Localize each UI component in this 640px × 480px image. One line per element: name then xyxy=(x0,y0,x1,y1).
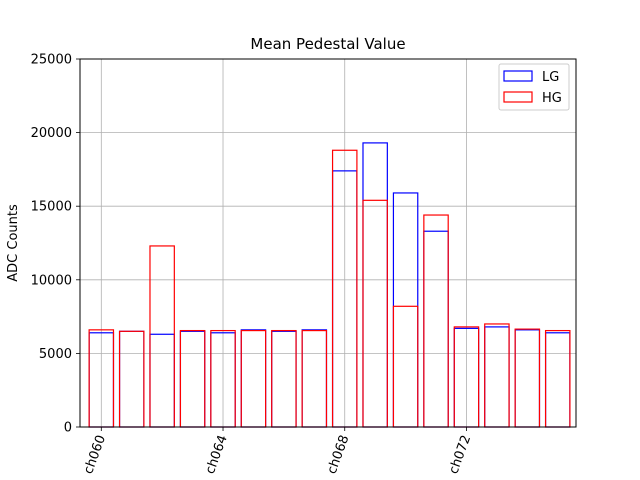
legend-swatch-hg xyxy=(503,91,533,103)
bar-lg-ch066 xyxy=(271,330,297,428)
bar-hg-ch075 xyxy=(544,329,571,428)
bar-lg-ch071 xyxy=(423,230,449,428)
bar-lg-ch063 xyxy=(179,330,206,428)
bar-hg-ch073 xyxy=(484,323,510,428)
legend-swatch-lg xyxy=(503,70,533,82)
bar-hg-ch061 xyxy=(118,330,145,428)
bar-lg-ch065 xyxy=(240,329,267,428)
chart-title: Mean Pedestal Value xyxy=(250,35,405,53)
bar-hg-ch067 xyxy=(301,329,328,428)
bar-lg-ch067 xyxy=(301,329,328,428)
bar-lg-ch061 xyxy=(118,330,145,428)
bar-lg-ch074 xyxy=(514,329,541,428)
x-tick-label: ch064 xyxy=(203,433,231,476)
bar-hg-ch069 xyxy=(362,199,388,428)
bar-hg-ch071 xyxy=(423,214,449,428)
bar-hg-ch074 xyxy=(514,328,541,428)
bar-lg-ch070 xyxy=(392,192,419,428)
legend-box xyxy=(498,63,570,111)
x-tick-label: ch060 xyxy=(81,433,109,476)
legend-label-hg: HG xyxy=(542,91,562,106)
bar-hg-ch066 xyxy=(271,329,297,428)
y-axis-label: ADC Counts xyxy=(6,204,21,282)
x-tick-label: ch072 xyxy=(446,433,474,476)
y-tick-label: 10000 xyxy=(31,273,72,288)
bar-lg-ch073 xyxy=(484,326,510,428)
y-tick-label: 15000 xyxy=(31,200,72,215)
bar-hg-ch070 xyxy=(392,305,419,428)
y-axis-ticks: 0 5000 10000 15000 20000 25000 xyxy=(31,53,80,436)
bar-hg-ch062 xyxy=(149,245,175,428)
legend: LG HG xyxy=(498,63,570,111)
bar-hg-ch065 xyxy=(240,329,267,428)
plot-frame xyxy=(79,58,577,428)
bar-hg-ch063 xyxy=(179,329,206,428)
bar-lg-ch075 xyxy=(544,332,571,428)
x-axis-ticks: ch060 ch064 ch068 ch072 xyxy=(81,427,474,476)
bar-lg-ch062 xyxy=(149,333,175,428)
y-tick-label: 5000 xyxy=(39,347,72,362)
y-tick-label: 25000 xyxy=(31,53,72,68)
y-tick-label: 0 xyxy=(64,421,72,436)
grid-lines xyxy=(80,58,576,428)
bars xyxy=(88,142,571,428)
bar-lg-ch069 xyxy=(362,142,388,428)
legend-label-lg: LG xyxy=(542,70,559,85)
x-tick-label: ch068 xyxy=(325,433,353,476)
y-tick-label: 20000 xyxy=(31,126,72,141)
